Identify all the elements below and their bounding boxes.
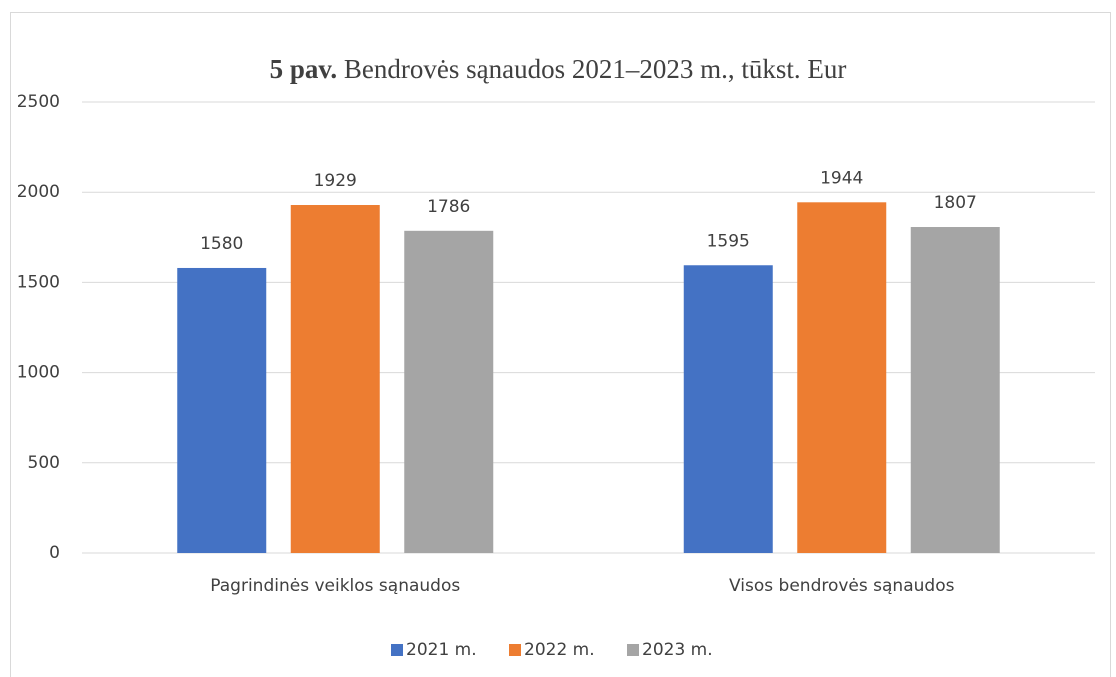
bar xyxy=(910,227,1000,553)
figure-label: 5 pav. xyxy=(270,54,338,84)
bar xyxy=(797,202,887,553)
y-tick-label: 0 xyxy=(49,543,60,563)
chart-title: 5 pav. Bendrovės sąnaudos 2021–2023 m., … xyxy=(270,54,847,84)
data-label: 1786 xyxy=(427,197,470,217)
data-label: 1580 xyxy=(200,234,243,254)
bar xyxy=(177,267,267,553)
y-tick-label: 1500 xyxy=(17,272,60,292)
bar xyxy=(290,205,380,553)
y-tick-label: 2500 xyxy=(17,92,60,112)
bar xyxy=(683,265,773,553)
y-tick-label: 1000 xyxy=(17,363,60,383)
data-label: 1944 xyxy=(820,168,863,188)
y-tick-label: 500 xyxy=(28,453,60,473)
x-tick-label: Visos bendrovės sąnaudos xyxy=(729,576,955,596)
legend-label: 2023 m. xyxy=(642,640,713,660)
bar xyxy=(404,230,494,553)
legend-label: 2022 m. xyxy=(524,640,595,660)
chart-frame xyxy=(10,12,1111,677)
legend-swatch xyxy=(391,644,403,656)
data-label: 1807 xyxy=(934,193,977,213)
legend-swatch xyxy=(509,644,521,656)
legend-label: 2021 m. xyxy=(406,640,477,660)
x-tick-label: Pagrindinės veiklos sąnaudos xyxy=(210,576,460,596)
data-label: 1595 xyxy=(707,231,750,251)
title-text: Bendrovės sąnaudos 2021–2023 m., tūkst. … xyxy=(344,54,846,84)
legend-swatch xyxy=(627,644,639,656)
data-label: 1929 xyxy=(314,171,357,191)
y-tick-label: 2000 xyxy=(17,182,60,202)
